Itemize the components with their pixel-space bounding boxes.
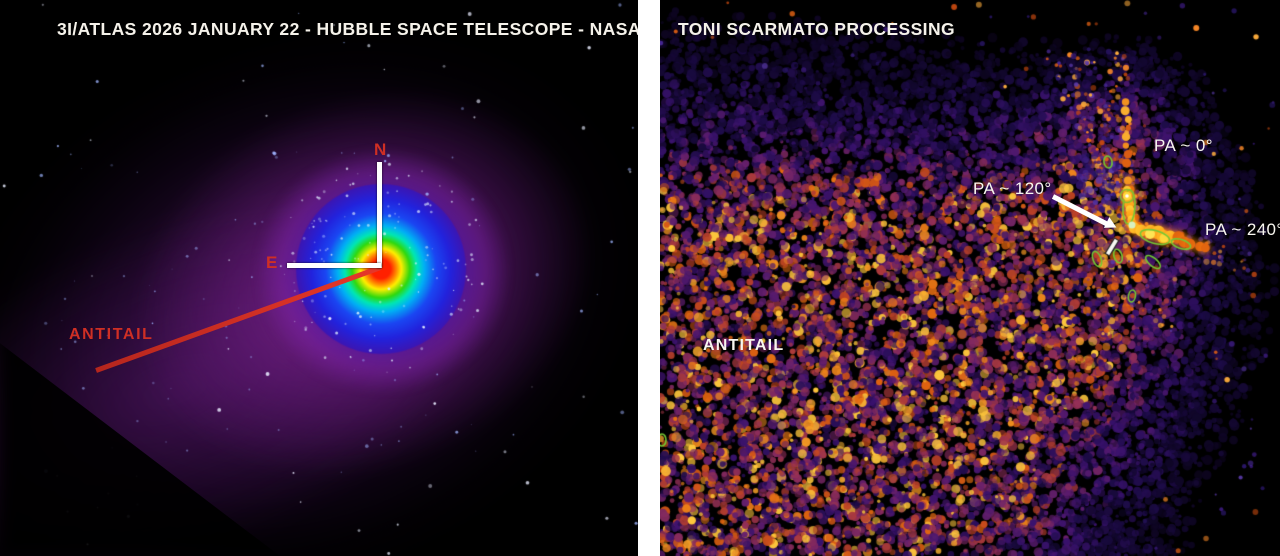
- north-arrow-line: [377, 162, 382, 268]
- right-panel-title: TONI SCARMATO PROCESSING: [678, 19, 955, 39]
- pa-240-jet-label: PA ~ 240°: [1205, 220, 1280, 239]
- left-panel-title: 3I/ATLAS 2026 JANUARY 22 - HUBBLE SPACE …: [57, 19, 638, 39]
- east-compass-label: E: [266, 253, 278, 272]
- antitail-label: ANTITAIL: [703, 337, 785, 354]
- pa-120-jet-label: PA ~ 120°: [973, 179, 1052, 198]
- panel-divider: [638, 0, 660, 556]
- left-panel-hubble-image: 3I/ATLAS 2026 JANUARY 22 - HUBBLE SPACE …: [0, 0, 638, 556]
- right-panel-processed-image: TONI SCARMATO PROCESSING PA ~ 0° PA ~ 12…: [660, 0, 1280, 556]
- east-arrow-line: [287, 263, 381, 268]
- north-compass-label: N: [374, 140, 387, 159]
- antitail-label: ANTITAIL: [69, 326, 154, 343]
- right-processed-canvas: [660, 0, 1280, 556]
- pa-0-jet-label: PA ~ 0°: [1154, 136, 1213, 155]
